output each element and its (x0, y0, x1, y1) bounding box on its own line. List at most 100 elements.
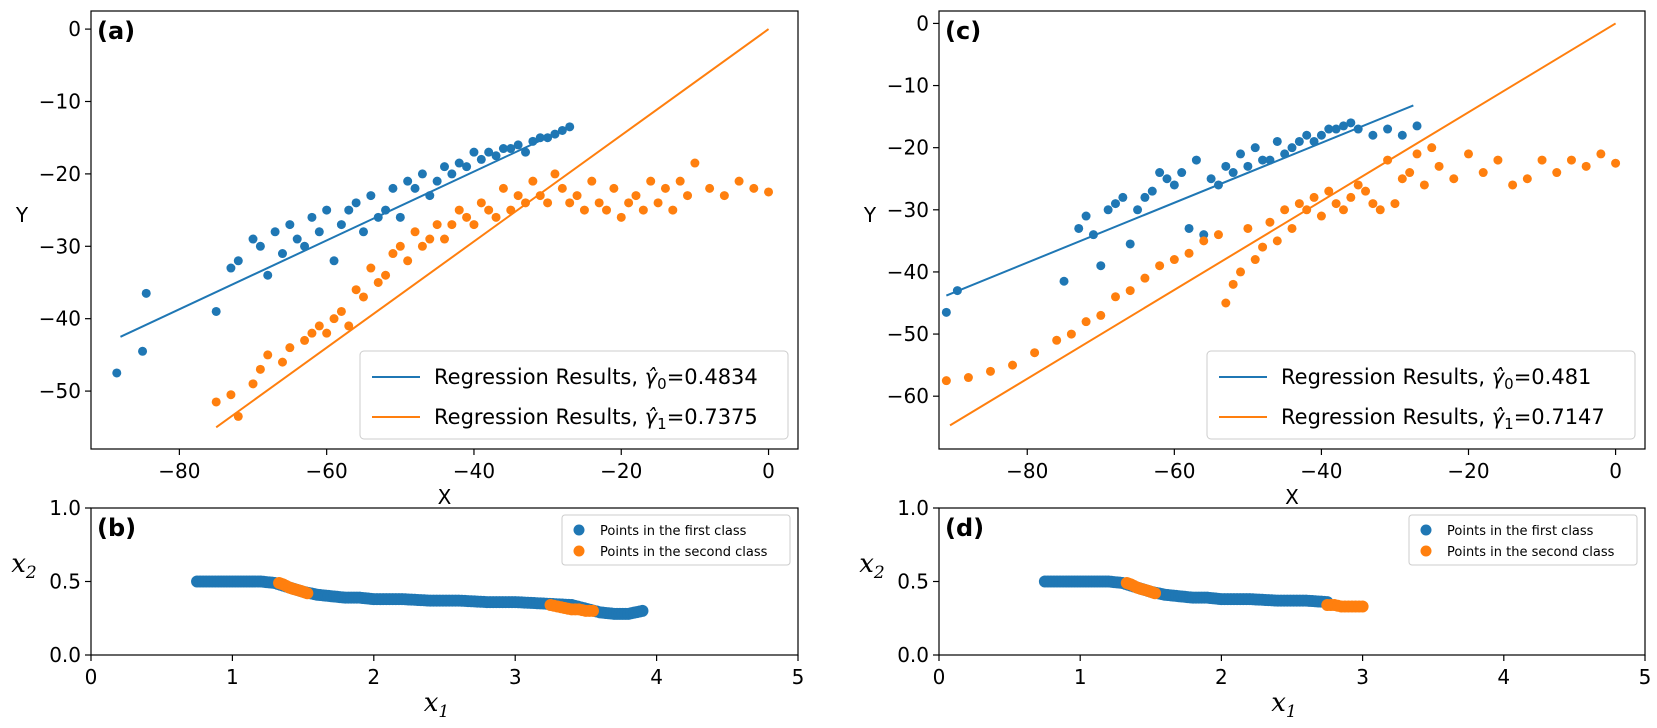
second-class-point (1265, 217, 1275, 227)
x-tick-label: 5 (1639, 665, 1652, 689)
first-class-point (417, 169, 427, 179)
second-class-point (660, 183, 670, 193)
x-tick-label: 0 (1609, 459, 1622, 483)
second-class-point (594, 198, 604, 208)
x-tick-label: −80 (158, 459, 200, 483)
second-class-point (535, 191, 545, 201)
second-class-point (572, 191, 582, 201)
x-tick-label: 5 (792, 665, 805, 689)
second-class-point (1280, 205, 1290, 215)
first-class-point (476, 154, 486, 164)
second-class-point (565, 198, 575, 208)
x-tick-label: −40 (1300, 459, 1342, 483)
second-class-point (1324, 186, 1334, 196)
second-class-point (668, 205, 678, 215)
legend-marker-swatch (573, 545, 585, 557)
first-class-point (1199, 230, 1209, 240)
second-class-point (395, 241, 405, 251)
second-class-point (498, 183, 508, 193)
second-class-point (301, 587, 314, 600)
x-tick-label: 2 (367, 665, 380, 689)
x-tick-label: 4 (1497, 665, 1510, 689)
chart-panel-b: 0 1 2 3 4 5 0.0 0.5 1.0 Points in the first class… (11, 496, 804, 722)
second-class-point (749, 183, 759, 193)
legend-entry-label: Points in the second class (600, 545, 768, 560)
first-class-point (1346, 118, 1356, 128)
plot-area (112, 28, 774, 429)
legend-entry-label: Points in the second class (1447, 545, 1615, 560)
first-class-point (1243, 161, 1253, 171)
second-class-point (248, 379, 258, 389)
first-class-point (329, 256, 339, 266)
first-class-point (211, 306, 221, 316)
second-class-point (277, 357, 287, 367)
second-class-point (1537, 155, 1547, 165)
plot-area (941, 22, 1621, 427)
second-class-point (1581, 161, 1591, 171)
y-tick-label: −10 (887, 74, 929, 98)
second-class-point (1149, 587, 1162, 600)
second-class-point (1368, 199, 1378, 209)
legend-marker-swatch (573, 524, 585, 536)
first-class-point (1228, 168, 1238, 178)
first-class-point (263, 270, 273, 280)
second-class-point (263, 350, 273, 360)
legend: Regression Results, γ̂0=0.4834 Regression… (359, 350, 789, 440)
legend-entry-label: Points in the first class (600, 524, 747, 539)
second-class-point (491, 212, 501, 222)
first-class-point (336, 220, 346, 230)
y-axis-label: x2 (11, 549, 37, 583)
second-class-point (638, 205, 648, 215)
regression-line-0 (120, 125, 571, 338)
x-tick-label: 3 (1356, 665, 1369, 689)
y-tick-label: 0.0 (897, 643, 929, 667)
y-tick-label: −20 (39, 162, 81, 186)
second-class-point (226, 390, 236, 400)
second-class-point (1356, 600, 1369, 613)
x-tick-label: −60 (1153, 459, 1195, 483)
second-class-point (1287, 223, 1297, 233)
first-class-point (255, 241, 265, 251)
x-tick-label: 0 (85, 665, 98, 689)
second-class-point (1478, 168, 1488, 178)
first-class-point (410, 183, 420, 193)
y-tick-label: 0.0 (49, 643, 81, 667)
second-class-point (344, 321, 354, 331)
axes-frame (938, 507, 1646, 656)
second-class-point (1353, 180, 1363, 190)
second-class-point (646, 176, 656, 186)
second-class-point (1030, 348, 1040, 358)
legend-entry-label: Regression Results, γ̂0=0.481 (1281, 365, 1591, 393)
second-class-point (454, 205, 464, 215)
first-class-point (1258, 155, 1268, 165)
second-class-point (469, 220, 479, 230)
x-tick-label: 1 (226, 665, 239, 689)
first-class-point (1272, 136, 1282, 146)
second-class-point (1346, 192, 1356, 202)
panel-label: (b) (97, 514, 136, 542)
second-class-point (1566, 155, 1576, 165)
second-class-point (1375, 205, 1385, 215)
x-tick-label: 0 (933, 665, 946, 689)
second-class-point (462, 212, 472, 222)
second-class-point (719, 191, 729, 201)
first-class-point (491, 151, 501, 161)
first-class-point (1133, 205, 1143, 215)
second-class-point (1221, 298, 1231, 308)
axes-frame (90, 507, 799, 656)
legend-entry-label: Regression Results, γ̂1=0.7147 (1281, 405, 1605, 433)
second-class-point (941, 376, 951, 386)
legend-marker-swatch (1420, 545, 1432, 557)
y-axis-label: x2 (859, 549, 885, 583)
chart-panel-c: −80 −60 −40 −20 0 0 −10 −20 −30 −40 −50 −60 Regressi… (863, 10, 1646, 509)
y-tick-label: 0.5 (897, 570, 929, 594)
second-class-point (624, 198, 634, 208)
second-class-point (1611, 158, 1621, 168)
first-class-point (233, 256, 243, 266)
second-class-point (557, 183, 567, 193)
regression-line-1 (215, 28, 770, 429)
first-class-point (1140, 192, 1150, 202)
first-class-point (388, 183, 398, 193)
chart-panel-a: −80 −60 −40 −20 0 0 −10 −20 −30 −40 −50 Regression … (15, 10, 799, 509)
second-class-point (1361, 186, 1371, 196)
